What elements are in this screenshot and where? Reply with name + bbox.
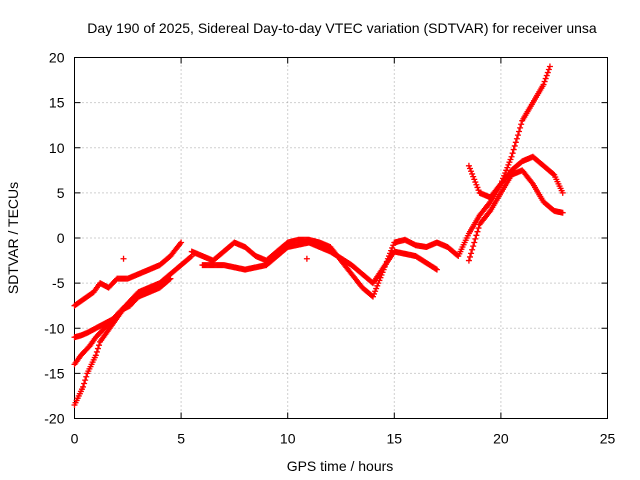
x-tick-label: 15 [387, 431, 403, 447]
data-point [389, 244, 396, 251]
data-point [513, 135, 520, 142]
data-point [559, 189, 566, 196]
x-tick-label: 25 [600, 431, 616, 447]
y-tick-label: 10 [49, 140, 65, 156]
data-point [471, 176, 478, 183]
data-point [509, 150, 516, 157]
data-point [498, 178, 505, 185]
x-tick-label: 20 [493, 431, 509, 447]
data-point [432, 265, 439, 272]
data-point [82, 377, 89, 384]
data-point [80, 383, 87, 390]
data-point [501, 172, 508, 179]
x-tick-label: 5 [177, 431, 185, 447]
data-point [473, 181, 480, 188]
y-tick-label: 15 [49, 95, 65, 111]
data-point [83, 373, 90, 380]
x-tick-label: 10 [280, 431, 296, 447]
data-point [373, 285, 380, 292]
outlier-point [120, 255, 127, 262]
data-point [473, 232, 480, 239]
data-point [474, 228, 481, 235]
data-point [510, 146, 517, 153]
data-point [469, 170, 476, 177]
y-tick-label: 20 [49, 50, 65, 66]
y-tick-label: -15 [44, 365, 64, 381]
data-point [471, 239, 478, 246]
data-point [178, 239, 185, 246]
chart-title: Day 190 of 2025, Sidereal Day-to-day VTE… [87, 20, 597, 36]
data-point [504, 164, 511, 171]
data-point [81, 380, 88, 387]
y-tick-label: -10 [44, 320, 64, 336]
tick-layer: 0 5 10 15 20 25 -20 -15 -10 -5 0 5 10 15 20 [44, 50, 615, 447]
data-point [475, 225, 482, 232]
y-axis-label: SDTVAR / TECUs [5, 182, 21, 294]
data-point [470, 173, 477, 180]
data-point [517, 124, 524, 131]
data-point [466, 165, 473, 172]
data-point [505, 161, 512, 168]
data-point [433, 266, 440, 273]
data-point [92, 352, 99, 359]
data-point [506, 159, 513, 166]
data-point [371, 290, 378, 297]
data-point [472, 235, 479, 242]
data-point [369, 293, 376, 300]
data-point [468, 250, 475, 257]
data-point [474, 184, 481, 191]
y-tick-label: -5 [52, 275, 65, 291]
data-point [550, 170, 557, 177]
data-point [559, 209, 566, 216]
data-point [96, 342, 103, 349]
outlier-point [303, 255, 310, 262]
data-point [465, 162, 472, 169]
data-point [466, 253, 473, 260]
data-point [497, 180, 504, 187]
data-point [544, 69, 551, 76]
data-point [167, 275, 174, 282]
data-point [94, 345, 101, 352]
data-point [542, 75, 549, 82]
data-point [507, 156, 514, 163]
data-point [500, 175, 507, 182]
data-point [511, 142, 518, 149]
data-point [516, 128, 523, 135]
data-point [518, 121, 525, 128]
data-point [374, 282, 381, 289]
data-point [472, 179, 479, 186]
data-point [541, 78, 548, 85]
data-point [543, 72, 550, 79]
y-tick-label: 5 [57, 185, 65, 201]
data-point [540, 81, 547, 88]
x-axis-label: GPS time / hours [287, 458, 394, 474]
data-point [514, 132, 521, 139]
data-point [166, 276, 173, 283]
data-point [187, 253, 194, 260]
data-points-layer [71, 63, 566, 408]
data-point [465, 257, 472, 264]
x-tick-label: 0 [71, 431, 79, 447]
data-point [93, 348, 100, 355]
data-point [512, 139, 519, 146]
data-point [546, 63, 553, 70]
data-point [372, 288, 379, 295]
data-point [545, 66, 552, 73]
data-point [468, 168, 475, 175]
y-tick-label: 0 [57, 230, 65, 246]
data-point [475, 187, 482, 194]
data-point [375, 280, 382, 287]
y-tick-label: -20 [44, 411, 64, 427]
data-point [469, 246, 476, 253]
data-point [508, 153, 515, 160]
data-point [470, 243, 477, 250]
data-point [122, 302, 129, 309]
data-point [502, 170, 509, 177]
data-point [503, 167, 510, 174]
